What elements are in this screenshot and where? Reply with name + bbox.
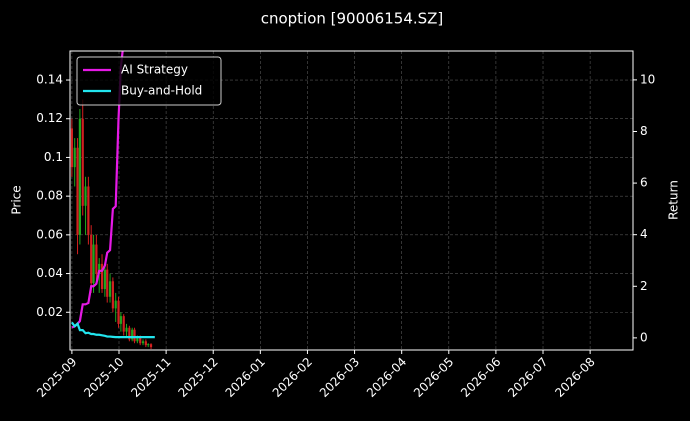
candle-body xyxy=(122,316,125,332)
plot-frame xyxy=(69,50,634,351)
y-tick-label: 0.06 xyxy=(36,227,63,241)
candle-body xyxy=(95,244,98,274)
legend-label: Buy-and-Hold xyxy=(121,84,202,98)
line-series xyxy=(70,321,155,339)
candle-body xyxy=(92,244,95,284)
y2-tick-label: 6 xyxy=(640,176,648,190)
candle-body xyxy=(133,329,136,342)
candle-body xyxy=(81,118,84,206)
candle-body xyxy=(141,341,145,344)
candle-body xyxy=(78,118,81,235)
candle-body xyxy=(76,147,79,235)
candle-body xyxy=(98,263,101,274)
y-tick-label: 0.12 xyxy=(36,111,63,125)
candle-body xyxy=(139,337,142,344)
candle-body xyxy=(136,337,139,342)
legend-box xyxy=(76,56,222,106)
chart-title: cnoption [90006154.SZ] xyxy=(261,10,444,28)
candle-body xyxy=(149,344,153,348)
candle-body xyxy=(128,327,131,340)
candle-body xyxy=(119,316,122,324)
candle-body xyxy=(111,281,114,309)
plot-area xyxy=(70,51,155,350)
candle-body xyxy=(147,344,150,346)
candle-body xyxy=(117,300,120,324)
candle-body xyxy=(84,186,87,206)
candle-body xyxy=(87,186,90,235)
y2-tick-label: 2 xyxy=(640,279,648,293)
candle-body xyxy=(70,128,73,168)
y-tick-label: 0.02 xyxy=(36,305,63,319)
candle-body xyxy=(131,329,134,340)
candle-body xyxy=(108,281,112,297)
candle-body xyxy=(90,234,93,284)
y2-tick-label: 0 xyxy=(640,330,648,344)
y-axis-label: Price xyxy=(10,185,24,214)
candle-body xyxy=(144,341,147,346)
y-tick-label: 0.04 xyxy=(36,266,63,280)
y-tick-label: 0.08 xyxy=(36,189,63,203)
candle-body xyxy=(73,147,76,168)
legend-label: AI Strategy xyxy=(121,63,188,77)
candle-body xyxy=(103,269,106,290)
candle-body xyxy=(100,263,104,290)
y2-tick-label: 4 xyxy=(640,227,648,241)
candle-body xyxy=(114,300,117,309)
y-tick-label: 0.1 xyxy=(44,150,63,164)
y2-tick-label: 10 xyxy=(640,72,655,86)
y-tick-label: 0.14 xyxy=(36,73,63,87)
y2-tick-label: 8 xyxy=(640,124,648,138)
candle-body xyxy=(125,327,128,332)
candle-body xyxy=(106,269,109,297)
y2-axis-label: Return xyxy=(667,180,681,220)
line-series xyxy=(71,51,124,329)
